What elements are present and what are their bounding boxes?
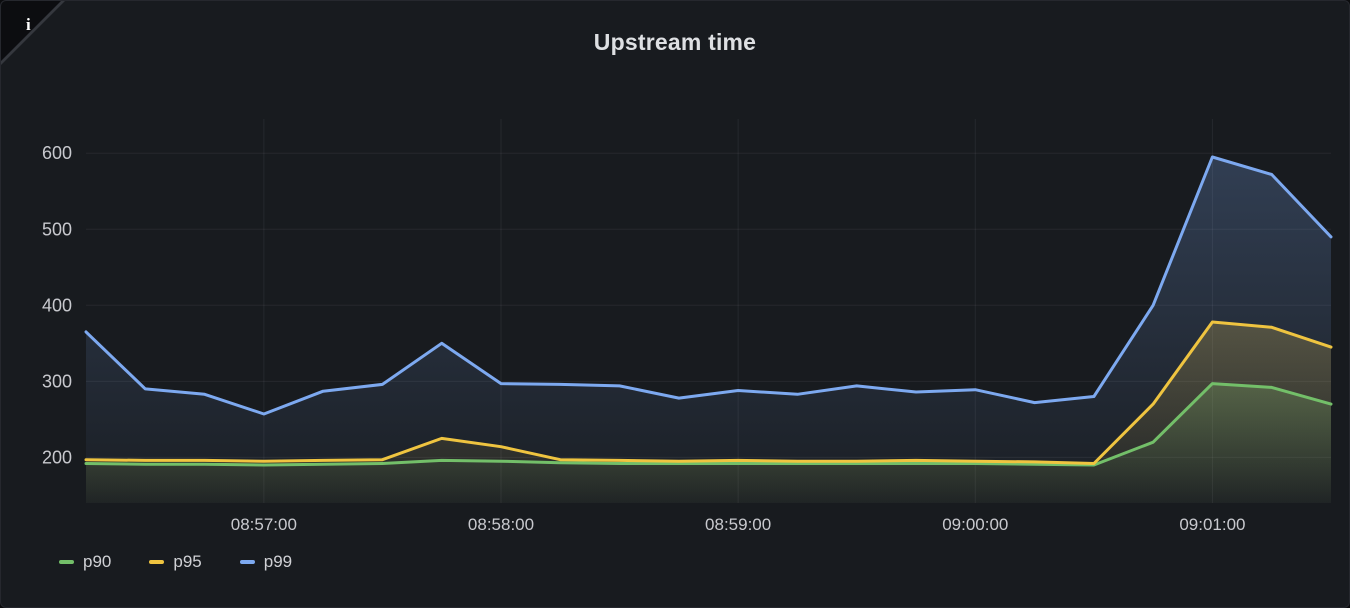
panel-corner-fold-inner <box>1 1 61 61</box>
legend-swatch-p95 <box>149 560 165 564</box>
legend-swatch-p90 <box>59 560 74 564</box>
y-axis-labels: 200 300 400 500 600 <box>42 143 72 467</box>
series-areas <box>86 157 1331 503</box>
series-line-p99 <box>84 155 1333 416</box>
panel-info-icon[interactable]: i <box>26 15 31 34</box>
legend-item-p95[interactable]: p95 <box>149 552 202 572</box>
legend-item-p90[interactable]: p90 <box>59 552 111 572</box>
series-lines <box>84 155 1333 467</box>
legend-label-p90: p90 <box>83 552 112 571</box>
svg-text:200: 200 <box>42 447 72 467</box>
series-area-p99 <box>86 157 1331 503</box>
svg-text:09:00:00: 09:00:00 <box>942 515 1008 534</box>
svg-text:08:57:00: 08:57:00 <box>231 515 297 534</box>
svg-text:300: 300 <box>42 371 72 391</box>
legend: p90 p95 p99 <box>59 552 292 572</box>
legend-label-p99: p99 <box>263 552 293 571</box>
panel-title[interactable]: Upstream time <box>593 29 757 55</box>
legend-item-p99[interactable]: p99 <box>239 552 293 572</box>
svg-text:600: 600 <box>42 143 72 163</box>
svg-text:08:59:00: 08:59:00 <box>705 515 771 534</box>
svg-text:400: 400 <box>42 295 72 315</box>
x-axis-labels: 08:57:00 08:58:00 08:59:00 09:00:00 09:01:00 <box>231 515 1246 534</box>
series-line-p95 <box>84 320 1333 465</box>
legend-label-p95: p95 <box>173 552 202 571</box>
series-line-p90 <box>84 382 1333 467</box>
svg-text:09:01:00: 09:01:00 <box>1179 515 1245 534</box>
svg-text:500: 500 <box>42 219 72 239</box>
svg-text:08:58:00: 08:58:00 <box>468 515 534 534</box>
legend-swatch-p99 <box>239 560 255 564</box>
